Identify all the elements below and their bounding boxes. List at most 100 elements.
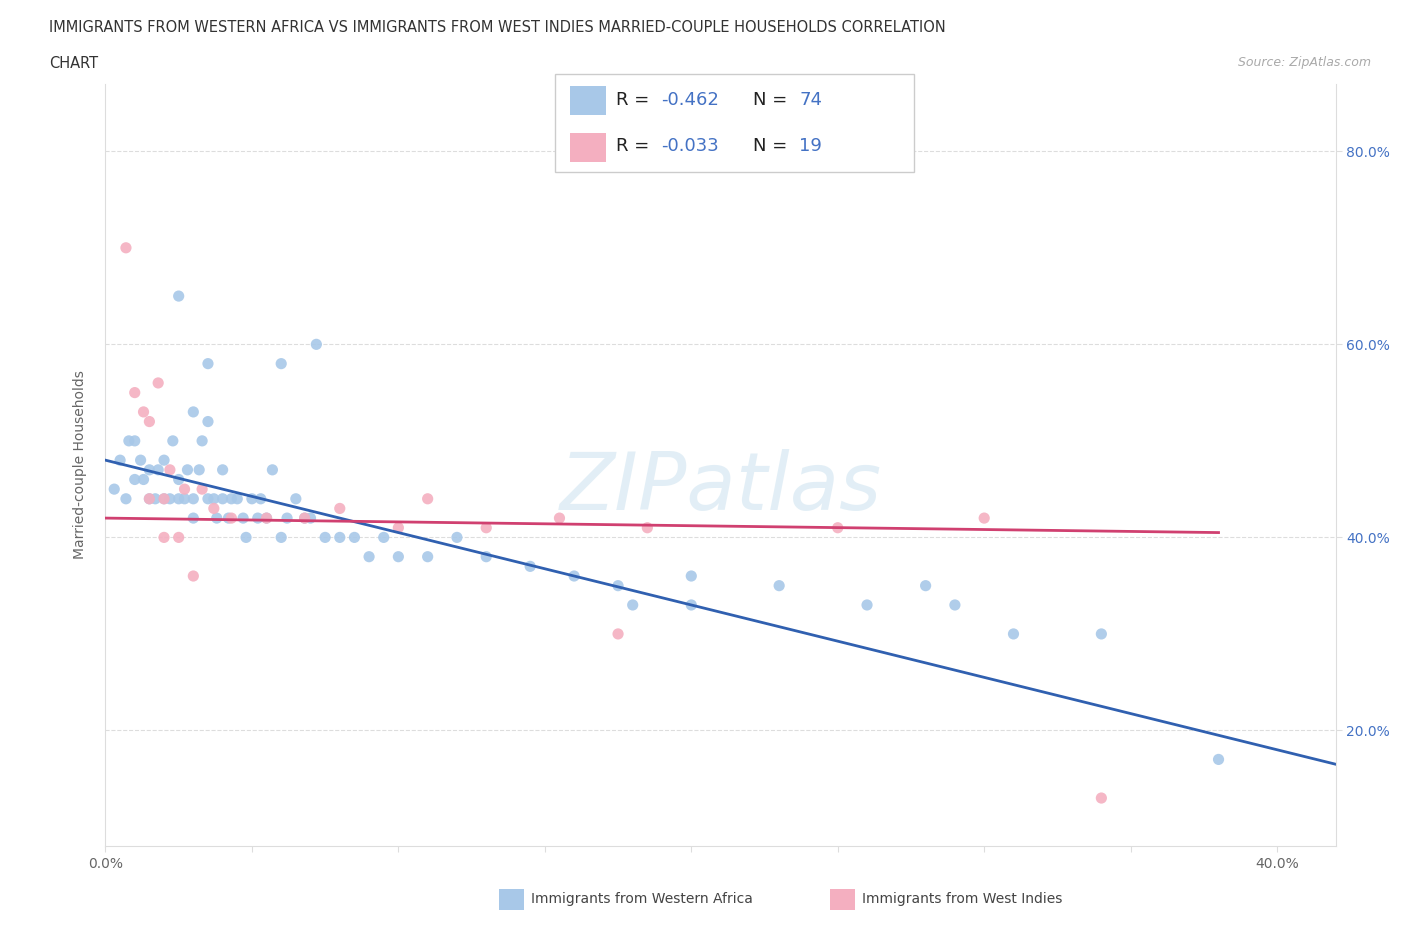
Point: [218, 511, 240, 525]
Point: [221, 491, 243, 506]
Point: [183, 491, 205, 506]
Point: [387, 550, 409, 565]
Point: [343, 530, 366, 545]
Point: [197, 414, 219, 429]
Point: [329, 530, 352, 545]
Point: [314, 530, 336, 545]
Point: [153, 491, 176, 506]
Point: [856, 598, 879, 613]
Point: [1090, 627, 1112, 642]
Point: [167, 472, 190, 487]
Bar: [569, 86, 606, 115]
Point: [914, 578, 936, 593]
Point: [148, 376, 170, 391]
Point: [143, 491, 166, 506]
Point: [1002, 627, 1025, 642]
Point: [299, 511, 322, 525]
Point: [284, 491, 307, 506]
Point: [475, 520, 498, 535]
Text: CHART: CHART: [49, 56, 98, 71]
Point: [446, 530, 468, 545]
Text: Immigrants from West Indies: Immigrants from West Indies: [862, 892, 1063, 907]
Point: [276, 511, 298, 525]
Point: [159, 491, 181, 506]
Point: [197, 491, 219, 506]
Point: [221, 511, 243, 525]
Text: Immigrants from Western Africa: Immigrants from Western Africa: [531, 892, 754, 907]
Text: -0.033: -0.033: [661, 137, 718, 155]
Y-axis label: Married-couple Households: Married-couple Households: [73, 370, 87, 560]
Point: [159, 462, 181, 477]
Point: [1208, 752, 1230, 767]
Bar: [569, 133, 606, 163]
Point: [148, 462, 170, 477]
Point: [681, 598, 703, 613]
Point: [943, 598, 966, 613]
Point: [1090, 790, 1112, 805]
Text: IMMIGRANTS FROM WESTERN AFRICA VS IMMIGRANTS FROM WEST INDIES MARRIED-COUPLE HOU: IMMIGRANTS FROM WESTERN AFRICA VS IMMIGR…: [49, 20, 946, 35]
Point: [173, 482, 195, 497]
Text: Source: ZipAtlas.com: Source: ZipAtlas.com: [1237, 56, 1371, 69]
Point: [138, 414, 160, 429]
Point: [183, 511, 205, 525]
Point: [211, 491, 233, 506]
Point: [294, 511, 316, 525]
Point: [416, 491, 439, 506]
Point: [197, 356, 219, 371]
Text: 19: 19: [799, 137, 823, 155]
Point: [329, 501, 352, 516]
Point: [115, 240, 138, 255]
Point: [108, 453, 131, 468]
Point: [519, 559, 541, 574]
Point: [202, 491, 225, 506]
Point: [124, 433, 146, 448]
Point: [167, 530, 190, 545]
Point: [681, 568, 703, 583]
Point: [167, 491, 190, 506]
Point: [153, 491, 176, 506]
Point: [373, 530, 395, 545]
Point: [621, 598, 644, 613]
Point: [153, 453, 176, 468]
Point: [270, 530, 292, 545]
Point: [188, 462, 211, 477]
Point: [153, 530, 176, 545]
Point: [124, 385, 146, 400]
Point: [176, 462, 198, 477]
Point: [249, 491, 271, 506]
Point: [118, 433, 141, 448]
Point: [129, 453, 152, 468]
Point: [183, 568, 205, 583]
Point: [235, 530, 257, 545]
Point: [191, 433, 214, 448]
Point: [256, 511, 278, 525]
Point: [202, 501, 225, 516]
Point: [240, 491, 263, 506]
Point: [124, 472, 146, 487]
Point: [211, 462, 233, 477]
Point: [132, 472, 155, 487]
Point: [246, 511, 269, 525]
Point: [256, 511, 278, 525]
Point: [636, 520, 658, 535]
Point: [607, 627, 630, 642]
Point: [167, 288, 190, 303]
Point: [827, 520, 849, 535]
Text: R =: R =: [616, 91, 655, 110]
Point: [162, 433, 184, 448]
Text: N =: N =: [752, 91, 793, 110]
Point: [132, 405, 155, 419]
Point: [232, 511, 254, 525]
Point: [262, 462, 284, 477]
Point: [359, 550, 381, 565]
Point: [226, 491, 249, 506]
Text: -0.462: -0.462: [661, 91, 718, 110]
Point: [768, 578, 790, 593]
Point: [294, 511, 316, 525]
Point: [191, 482, 214, 497]
Point: [973, 511, 995, 525]
Point: [416, 550, 439, 565]
Point: [305, 337, 328, 352]
Point: [205, 511, 228, 525]
Point: [183, 405, 205, 419]
